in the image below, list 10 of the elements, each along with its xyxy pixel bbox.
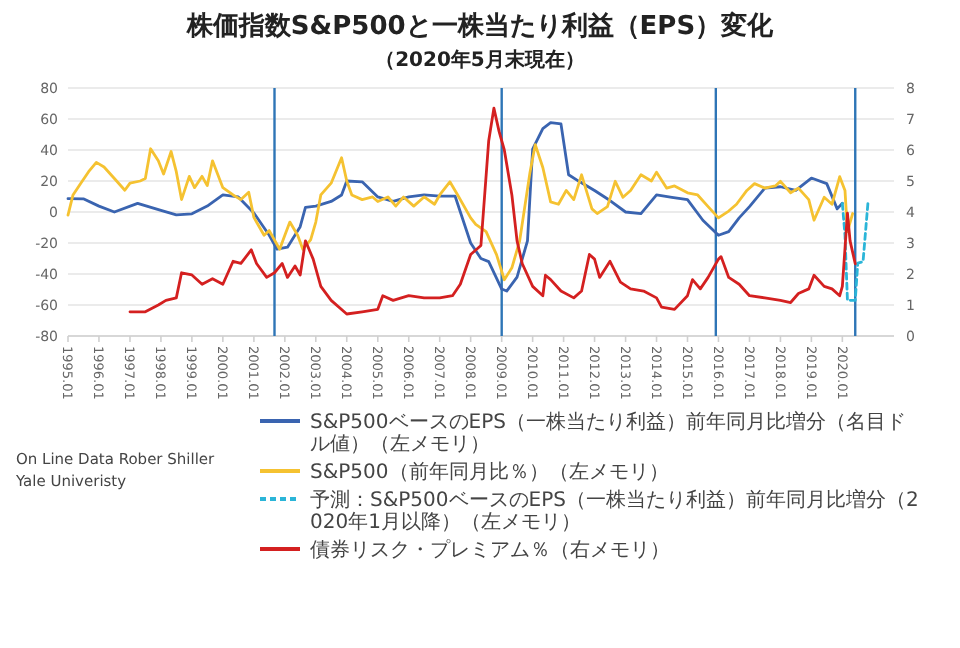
line-series	[840, 198, 870, 302]
line-series	[128, 106, 857, 316]
chart-title: 株価指数S&P500と一株当たり利益（EPS）変化	[184, 10, 776, 42]
legend-label: S&P500（前年同月比％）（左メモリ）	[310, 460, 669, 484]
line-series	[66, 143, 855, 282]
legend-label: 債券リスク・プレミアム％（右メモリ）	[310, 538, 670, 562]
line-series	[66, 121, 844, 293]
legend-label: S&P500ベースのEPS（一株当たり利益）前年同月比増分（名目ドル値）（左メモリ）	[310, 410, 906, 456]
chart-subtitle: （2020年5月末現在）	[375, 48, 585, 72]
legend-label: 予測：S&P500ベースのEPS（一株当たり利益）前年同月比増分（2020年1月以降）（左メモリ）	[310, 488, 919, 534]
